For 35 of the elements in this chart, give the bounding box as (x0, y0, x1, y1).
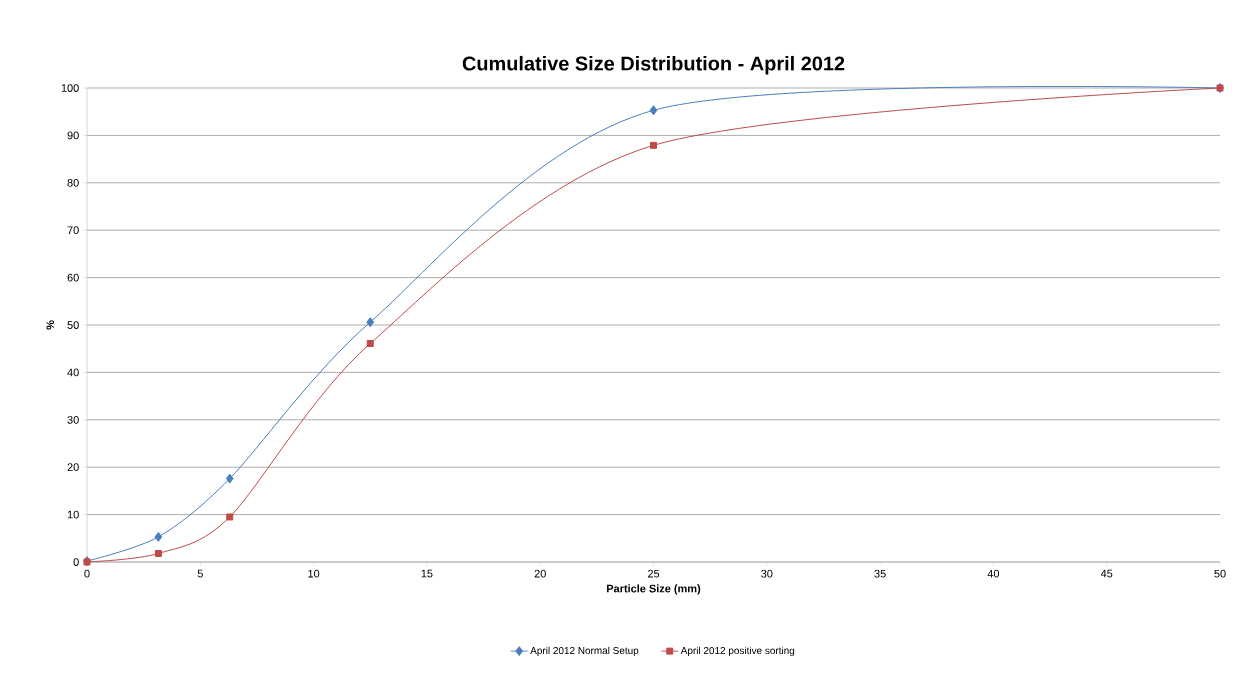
y-axis-title: % (46, 320, 55, 330)
point (225, 473, 234, 484)
y-tick-label: 70 (67, 226, 79, 235)
y-tick-label: 80 (67, 178, 79, 187)
legend-label: April 2012 Normal Setup (530, 646, 639, 657)
y-tick-label: 0 (73, 558, 79, 566)
point (154, 531, 163, 542)
x-tick-label: 45 (1100, 569, 1113, 578)
point (226, 513, 234, 521)
y-tick-label: 10 (67, 510, 79, 519)
legend-label: April 2012 positive sorting (680, 646, 795, 657)
y-tick-label: 40 (67, 368, 79, 377)
y-tick-label: 30 (67, 415, 79, 424)
x-axis-title: Particle Size (mm) (607, 584, 701, 595)
x-tick-label: 5 (197, 569, 203, 578)
y-tick-label: 90 (67, 131, 79, 140)
x-tick-label: 0 (84, 569, 90, 578)
y-tick-label: 100 (61, 84, 79, 92)
y-tick-label: 60 (67, 273, 79, 282)
x-tick-label: 50 (1214, 569, 1226, 578)
y-tick-label: 50 (67, 321, 79, 329)
point (366, 339, 374, 347)
x-tick-label: 10 (308, 569, 320, 578)
point (154, 549, 162, 557)
x-tick-label: 40 (987, 569, 1000, 578)
y-tick-label: 20 (67, 463, 79, 472)
x-tick-label: 15 (421, 569, 433, 578)
x-tick-label: 35 (874, 569, 886, 578)
point (649, 105, 658, 116)
point (650, 141, 657, 149)
x-tick-label: 20 (534, 569, 546, 578)
x-tick-label: 30 (761, 569, 773, 578)
x-tick-label: 25 (647, 569, 660, 578)
chart-title: Cumulative Size Distribution - April 2012 (462, 55, 845, 75)
point (366, 317, 375, 328)
